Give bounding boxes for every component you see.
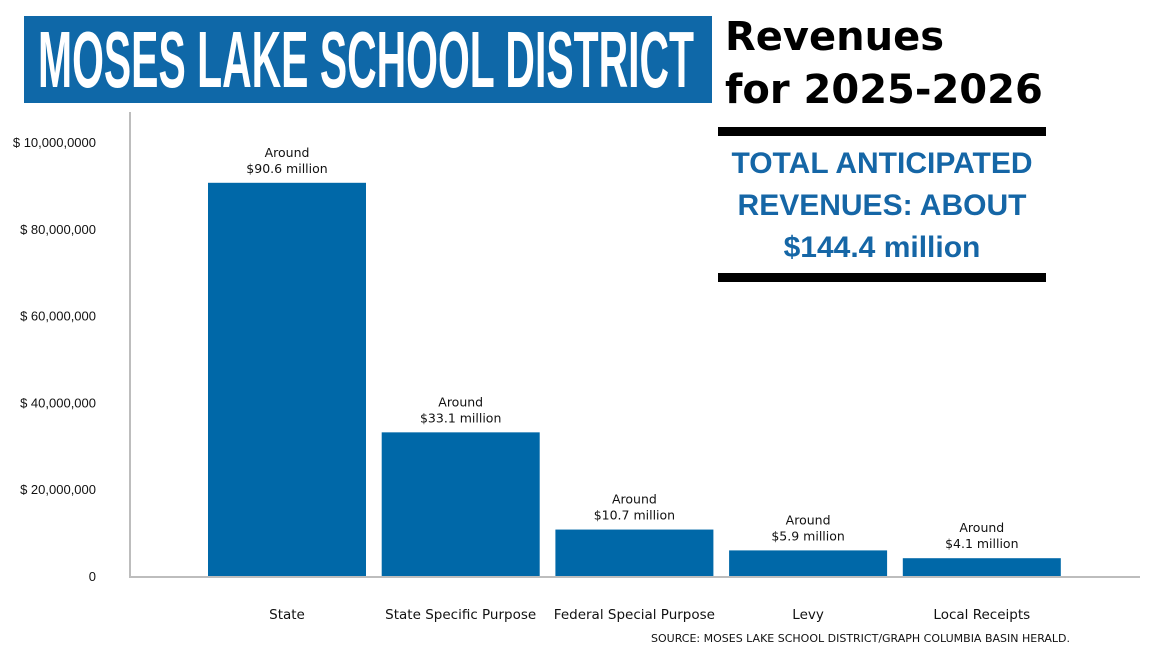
- chart-title: MOSES LAKE SCHOOL DISTRICT: [38, 16, 695, 103]
- data-label-value: $33.1 million: [420, 410, 501, 425]
- source-note: SOURCE: MOSES LAKE SCHOOL DISTRICT/GRAPH…: [651, 632, 1070, 645]
- title-banner: MOSES LAKE SCHOOL DISTRICT: [24, 16, 712, 103]
- x-tick-label: Federal Special Purpose: [554, 607, 715, 623]
- x-tick-label: State Specific Purpose: [385, 607, 536, 623]
- callout-top-rule: [718, 127, 1046, 136]
- y-tick-label: $ 80,000,000: [20, 222, 96, 237]
- data-label-prefix: Around: [959, 520, 1004, 535]
- y-tick-label: $ 10,000,0000: [13, 135, 96, 150]
- data-label-value: $4.1 million: [945, 536, 1018, 551]
- callout-line-1: TOTAL ANTICIPATED: [731, 147, 1033, 180]
- bar-federal-special-purpose: [555, 529, 714, 577]
- callout-line-3: $144.4 million: [783, 231, 981, 264]
- x-tick-label: State: [269, 607, 305, 623]
- callout-line-2: REVENUES: ABOUT: [737, 189, 1027, 222]
- y-tick-label: 0: [89, 569, 96, 584]
- y-tick-label: $ 20,000,000: [20, 482, 96, 497]
- bar-local-receipts: [902, 558, 1061, 577]
- callout-bottom-rule: [718, 273, 1046, 282]
- bar-state: [208, 182, 366, 577]
- data-label-prefix: Around: [786, 512, 831, 527]
- subtitle-line-1: Revenues: [725, 14, 945, 60]
- x-tick-label: Local Receipts: [933, 607, 1030, 623]
- data-label-prefix: Around: [612, 492, 657, 507]
- data-label-value: $90.6 million: [246, 161, 327, 176]
- y-tick-label: $ 60,000,000: [20, 309, 96, 324]
- data-label-value: $10.7 million: [594, 508, 675, 523]
- subtitle-line-2: for 2025-2026: [725, 67, 1043, 113]
- y-axis-ticks: 0 $ 20,000,000 $ 40,000,000 $ 60,000,000 $ 8…: [13, 135, 96, 584]
- data-label-prefix: Around: [265, 145, 310, 160]
- bar-levy: [729, 550, 888, 577]
- y-tick-label: $ 40,000,000: [20, 395, 96, 410]
- x-tick-label: Levy: [792, 607, 824, 623]
- bar-state-specific-purpose: [381, 432, 540, 577]
- data-label-prefix: Around: [438, 394, 483, 409]
- data-label-value: $5.9 million: [771, 528, 844, 543]
